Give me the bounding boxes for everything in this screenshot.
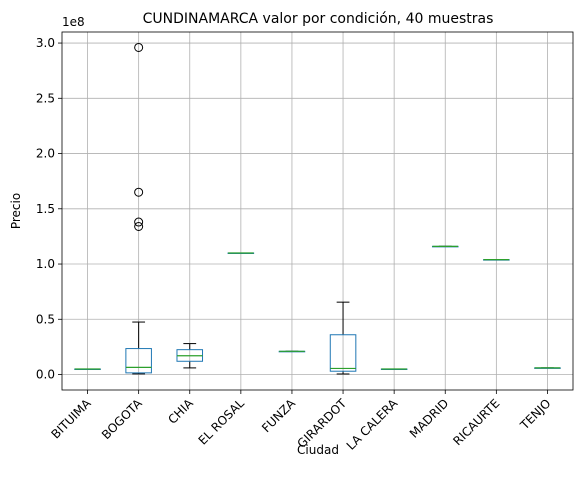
box-funza	[278, 350, 306, 353]
y-tick-label: 2.5	[36, 91, 55, 105]
x-tick-label-bituima: BITUIMA	[48, 396, 94, 442]
x-tick-label-chia: CHIA	[165, 396, 196, 427]
x-axis-label: Ciudad	[297, 443, 339, 457]
box-body	[329, 334, 357, 372]
y-tick-label: 2.0	[36, 147, 55, 161]
box-tenjo	[534, 367, 561, 369]
y-tick-label: 1.5	[36, 202, 55, 216]
chart-title: CUNDINAMARCA valor por condición, 40 mue…	[143, 11, 494, 27]
box-ricaurte	[483, 259, 510, 261]
x-tick-label-el-rosal: EL ROSAL	[196, 396, 248, 448]
boxes-layer	[74, 42, 561, 375]
box-body	[125, 348, 152, 374]
y-tick-label: 1.0	[36, 257, 55, 271]
outlier-point	[134, 42, 144, 52]
y-tick-label: 3.0	[36, 36, 55, 50]
x-tick-label-tenjo: TENJO	[517, 396, 554, 433]
outlier-point	[134, 217, 144, 227]
box-madrid	[431, 245, 459, 248]
x-tick-label-ricaurte: RICAURTE	[450, 396, 502, 448]
box-bituima	[74, 368, 101, 371]
outlier-point	[134, 187, 144, 197]
x-tick-label-funza: FUNZA	[259, 396, 299, 436]
box-el-rosal	[227, 252, 255, 254]
plot-area-frame	[61, 31, 574, 391]
outlier-point	[134, 221, 144, 231]
box-girardot	[329, 301, 357, 375]
y-axis-label: Precio	[9, 193, 23, 229]
x-tick-label-bogota: BOGOTA	[99, 396, 145, 442]
x-tick-label-la-calera: LA CALERA	[344, 396, 401, 453]
box-chia	[176, 343, 204, 369]
y-scale-label: 1e8	[62, 15, 85, 29]
box-la-calera	[380, 368, 408, 371]
y-tick-label: 0.0	[36, 368, 55, 382]
y-tick-label: 0.5	[36, 312, 55, 326]
x-tick-label-madrid: MADRID	[407, 396, 451, 440]
box-bogota	[125, 42, 152, 375]
